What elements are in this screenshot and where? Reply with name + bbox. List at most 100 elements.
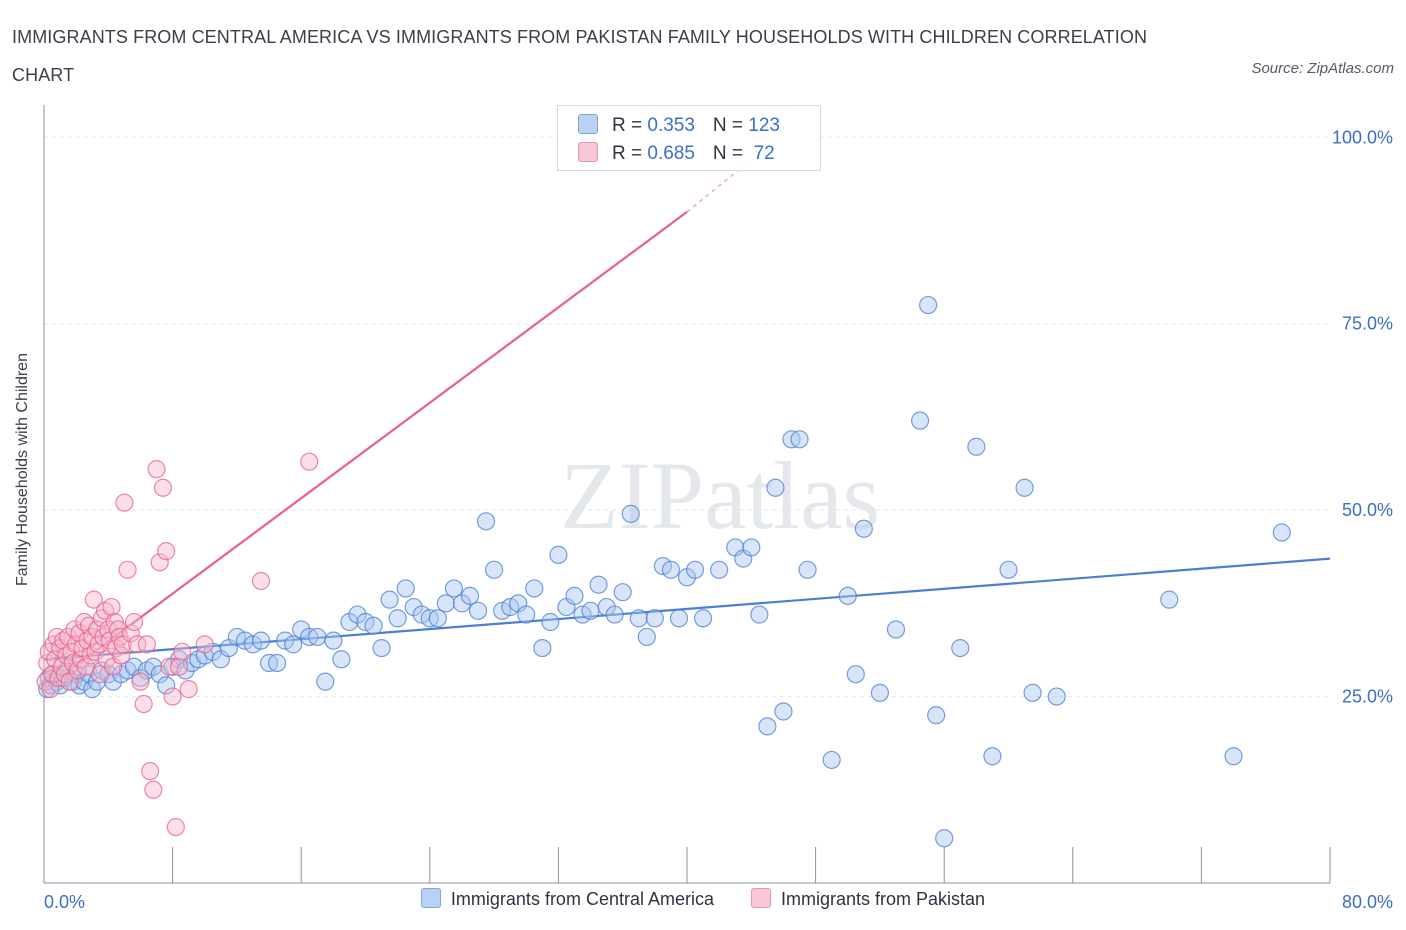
point-central-america bbox=[308, 627, 327, 647]
point-central-america bbox=[396, 579, 415, 598]
point-central-america bbox=[372, 638, 391, 658]
point-pakistan bbox=[150, 553, 169, 572]
point-central-america bbox=[935, 829, 954, 848]
legend-swatch-blue bbox=[420, 888, 441, 908]
point-pakistan bbox=[46, 650, 65, 669]
point-central-america bbox=[1272, 523, 1291, 542]
point-pakistan bbox=[134, 694, 153, 714]
point-central-america bbox=[284, 635, 303, 654]
point-central-america bbox=[485, 560, 504, 579]
point-pakistan bbox=[84, 590, 103, 609]
legend-r-value: 0.685 bbox=[647, 143, 695, 164]
point-central-america bbox=[886, 620, 906, 639]
point-central-america bbox=[1015, 478, 1034, 497]
legend-label: Immigrants from Central America bbox=[450, 889, 714, 909]
point-pakistan bbox=[300, 452, 319, 471]
axes bbox=[43, 105, 1331, 884]
point-central-america bbox=[589, 575, 608, 594]
point-pakistan bbox=[124, 612, 144, 632]
legend-label: Immigrants from Pakistan bbox=[781, 889, 986, 909]
point-central-america bbox=[144, 657, 163, 676]
point-central-america bbox=[854, 519, 873, 538]
point-pakistan bbox=[137, 635, 156, 654]
trend-line-pakistan-extension bbox=[686, 159, 752, 213]
point-central-america bbox=[790, 430, 809, 449]
point-central-america bbox=[476, 512, 496, 531]
y-tick-label: 75.0% bbox=[1342, 314, 1393, 334]
point-central-america bbox=[436, 594, 455, 613]
point-central-america bbox=[364, 616, 383, 635]
point-central-america bbox=[661, 560, 681, 579]
watermark: ZIPatlas bbox=[560, 442, 880, 549]
legend-row-central-america: R = 0.353 N = 123 bbox=[578, 114, 780, 136]
legend-n-value: 123 bbox=[748, 115, 780, 136]
point-central-america bbox=[1224, 747, 1243, 766]
point-pakistan bbox=[140, 762, 160, 781]
point-pakistan bbox=[163, 687, 182, 706]
legend-n-value: 72 bbox=[748, 143, 775, 164]
point-pakistan bbox=[157, 542, 176, 561]
point-pakistan bbox=[147, 460, 166, 479]
point-central-america bbox=[1047, 687, 1066, 706]
legend-r-value: 0.353 bbox=[647, 115, 695, 136]
point-central-america bbox=[332, 650, 351, 669]
point-central-america bbox=[621, 504, 640, 523]
point-central-america bbox=[637, 627, 656, 647]
point-central-america bbox=[251, 631, 271, 650]
point-pakistan bbox=[131, 672, 150, 691]
point-central-america bbox=[565, 586, 584, 606]
point-pakistan bbox=[195, 635, 214, 654]
point-central-america bbox=[766, 478, 785, 497]
legend-swatch-blue bbox=[578, 114, 598, 134]
legend-r-label: R = bbox=[612, 143, 648, 164]
grid-lines bbox=[44, 136, 1330, 698]
point-central-america bbox=[525, 579, 544, 598]
point-central-america bbox=[157, 676, 176, 695]
y-tick-label: 50.0% bbox=[1342, 500, 1393, 520]
point-central-america bbox=[468, 601, 488, 620]
point-pakistan bbox=[144, 780, 163, 799]
point-central-america bbox=[316, 672, 335, 691]
data-points bbox=[36, 295, 1291, 848]
point-central-america bbox=[380, 590, 399, 609]
trend-line-central-america bbox=[43, 557, 1331, 661]
point-central-america bbox=[846, 665, 865, 684]
legend-r-label: R = bbox=[612, 115, 648, 136]
point-central-america bbox=[1023, 683, 1042, 702]
point-central-america bbox=[870, 683, 890, 702]
point-central-america bbox=[629, 609, 648, 628]
point-central-america bbox=[1160, 590, 1179, 609]
legend-n-label: N = bbox=[712, 115, 749, 136]
legend-item-pakistan[interactable]: Immigrants from Pakistan bbox=[751, 888, 985, 910]
point-central-america bbox=[983, 747, 1002, 766]
point-central-america bbox=[669, 609, 689, 628]
x-tick-label-min: 0.0% bbox=[44, 892, 85, 912]
point-pakistan bbox=[153, 478, 173, 497]
trend-line-pakistan bbox=[43, 210, 688, 690]
legend-item-central-america[interactable]: Immigrants from Central America bbox=[420, 888, 714, 910]
point-central-america bbox=[613, 583, 632, 602]
point-pakistan bbox=[173, 642, 192, 661]
point-central-america bbox=[710, 560, 729, 579]
point-central-america bbox=[605, 605, 624, 624]
point-central-america bbox=[822, 750, 841, 770]
point-pakistan bbox=[251, 571, 271, 591]
point-pakistan bbox=[102, 597, 121, 617]
point-central-america bbox=[444, 579, 464, 598]
y-tick-label: 25.0% bbox=[1342, 687, 1393, 707]
point-central-america bbox=[838, 586, 857, 606]
point-central-america bbox=[742, 538, 761, 557]
point-central-america bbox=[533, 638, 552, 658]
legend-swatch-pink bbox=[578, 142, 598, 162]
point-central-america bbox=[951, 638, 970, 658]
chart-title: IMMIGRANTS FROM CENTRAL AMERICA VS IMMIG… bbox=[12, 27, 1148, 85]
point-central-america bbox=[517, 605, 536, 624]
point-central-america bbox=[798, 560, 817, 579]
y-axis-label: Family Households with Children bbox=[14, 353, 31, 587]
point-central-america bbox=[999, 560, 1018, 579]
point-central-america bbox=[919, 295, 938, 315]
point-central-america bbox=[758, 717, 777, 736]
point-central-america bbox=[750, 605, 769, 624]
point-central-america bbox=[645, 609, 664, 628]
point-central-america bbox=[581, 601, 600, 620]
